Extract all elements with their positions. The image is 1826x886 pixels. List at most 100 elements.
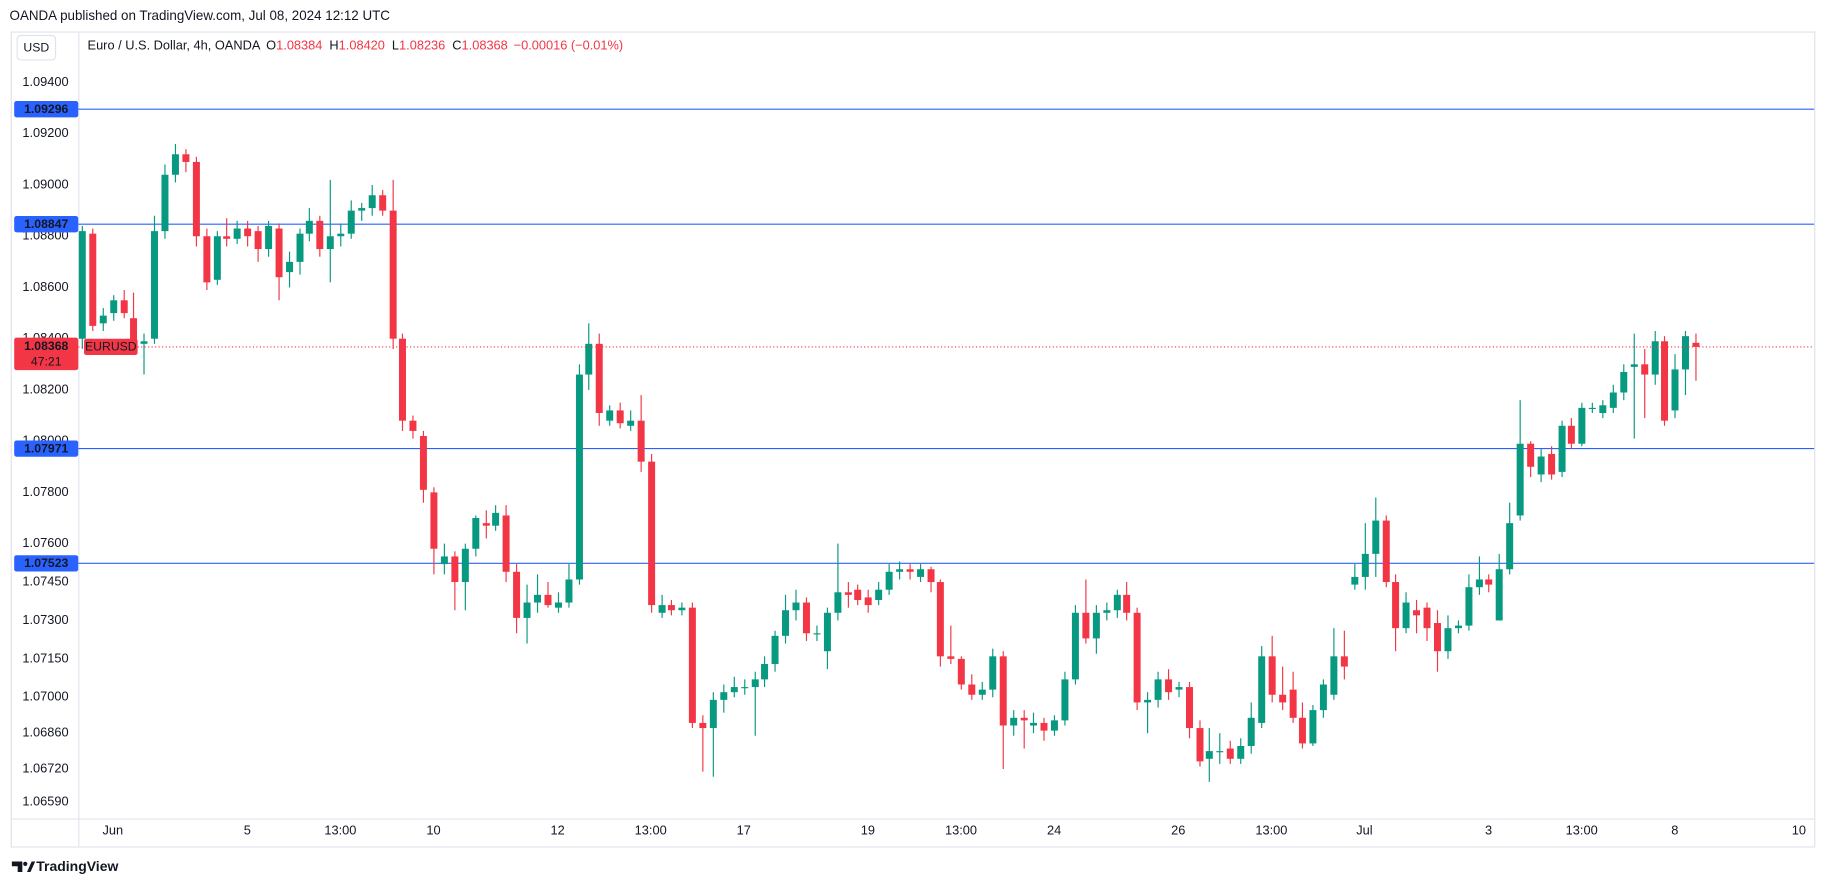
candle-body	[606, 410, 614, 421]
candle-body	[1620, 372, 1628, 393]
x-tick-label: 19	[861, 823, 875, 838]
y-tick-label: 1.09000	[22, 176, 68, 191]
candle-body	[1548, 453, 1556, 475]
candle-body	[1319, 684, 1327, 711]
candle-body	[523, 602, 531, 618]
x-tick-label: Jul	[1356, 823, 1372, 838]
candle-body	[1454, 625, 1462, 629]
candle-body	[1485, 579, 1493, 585]
candle-body	[751, 679, 759, 688]
candle-body	[1258, 656, 1266, 723]
candle-body	[326, 236, 334, 250]
candle-body	[254, 231, 262, 250]
candle-body	[678, 607, 686, 611]
level-label: 1.07971	[24, 441, 68, 455]
legend-change: −0.00016 (−0.01%)	[514, 38, 624, 53]
candle-body	[461, 548, 469, 583]
level-label-box	[14, 440, 79, 457]
level-label-box	[14, 555, 79, 572]
candle-body	[1609, 392, 1617, 408]
legend-value: 1.08236	[399, 38, 445, 53]
candle-body	[854, 589, 862, 600]
footer-brand: TradingView	[36, 858, 118, 874]
candle-body	[1113, 594, 1121, 611]
candle-body	[99, 315, 107, 324]
candle-body	[761, 664, 769, 680]
candle-body	[192, 161, 200, 237]
currency-button[interactable]	[16, 34, 57, 61]
candle-body	[1216, 751, 1224, 753]
candle-body	[337, 233, 345, 237]
candle-body	[379, 195, 387, 211]
candle-body	[161, 174, 169, 232]
candle-body	[1030, 722, 1037, 726]
x-tick-label: 8	[1671, 823, 1678, 838]
candle-body	[575, 374, 583, 580]
candle-body	[1061, 679, 1069, 721]
candle-body	[213, 236, 221, 280]
candle-body	[927, 569, 935, 583]
y-tick-label: 1.09200	[22, 125, 68, 140]
x-tick-label: Jun	[102, 823, 123, 838]
x-tick-label: 13:00	[324, 823, 356, 838]
candle-body	[482, 523, 490, 526]
candle-body	[1010, 717, 1018, 726]
candle-body	[1402, 602, 1410, 629]
candle-body	[699, 722, 707, 729]
candle-body	[534, 594, 542, 603]
candle-body	[1103, 610, 1111, 613]
candle-body	[565, 579, 573, 603]
x-tick-label: 10	[1792, 823, 1806, 838]
candle-body	[771, 635, 779, 665]
candle-body	[648, 461, 656, 606]
currency-label[interactable]: USD	[23, 41, 49, 55]
candle-body	[1165, 679, 1173, 693]
symbol-tag: EURUSD	[85, 340, 137, 354]
y-tick-label: 1.09400	[22, 74, 68, 89]
candle-body	[1309, 710, 1317, 744]
candle-body	[1071, 612, 1079, 680]
y-tick-label: 1.08600	[22, 279, 68, 294]
candle-body	[1558, 425, 1566, 472]
candle-body	[1020, 717, 1028, 721]
candle-body	[1413, 610, 1421, 616]
candle-body	[709, 699, 717, 729]
candle-body	[233, 228, 241, 239]
candle-body	[637, 420, 645, 462]
candle-body	[947, 656, 955, 659]
candle-body	[1681, 336, 1689, 370]
candle-body	[802, 602, 810, 634]
candle-body	[110, 300, 118, 314]
level-label: 1.08847	[24, 217, 68, 231]
candle-body	[1092, 612, 1100, 639]
candle-body	[978, 689, 986, 695]
candle-body	[1392, 582, 1400, 629]
candle-body	[472, 518, 480, 549]
candle-body	[1588, 407, 1596, 410]
candle-body	[451, 556, 459, 583]
tradingview-logo	[11, 861, 36, 873]
candle-body	[885, 571, 893, 590]
candle-body	[89, 233, 97, 326]
legend-key: O	[266, 38, 276, 53]
y-tick-label: 1.07800	[22, 484, 68, 499]
candle-body	[1382, 520, 1390, 583]
candle-body	[1444, 628, 1452, 652]
candle-body	[1671, 369, 1679, 411]
candle-body	[305, 220, 313, 234]
candle-body	[1537, 456, 1545, 475]
candle-body	[1495, 569, 1503, 621]
x-tick-label: 12	[550, 823, 564, 838]
candle-body	[1372, 520, 1380, 554]
y-tick-label: 1.06720	[22, 760, 68, 775]
candle-body	[1599, 405, 1607, 413]
candle-body	[1465, 587, 1473, 626]
candle-body	[203, 236, 211, 283]
candle-body	[968, 684, 976, 695]
x-tick-label: 3	[1485, 823, 1492, 838]
candle-body	[834, 592, 842, 613]
candle-body	[1630, 364, 1638, 367]
legend-key: L	[392, 38, 399, 53]
candle-body	[130, 318, 138, 344]
candle-body	[1123, 594, 1131, 613]
